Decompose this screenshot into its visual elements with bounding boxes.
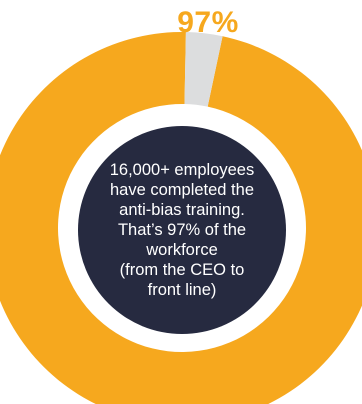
center-line: anti-bias training. — [119, 201, 245, 219]
donut-slice-not-completed — [184, 32, 223, 107]
center-line: 16,000+ employees — [109, 161, 255, 179]
center-line: That’s 97% of the — [117, 221, 247, 239]
headline-percentage: 97% — [177, 6, 239, 39]
center-line: workforce — [146, 241, 218, 259]
center-disc — [78, 126, 286, 334]
center-description: 16,000+ employees have completed the ant… — [92, 160, 272, 300]
center-line: (from the CEO to — [119, 261, 245, 279]
donut-slice-completed — [0, 32, 362, 404]
center-line: front line) — [147, 281, 217, 299]
center-line: have completed the — [109, 181, 254, 199]
